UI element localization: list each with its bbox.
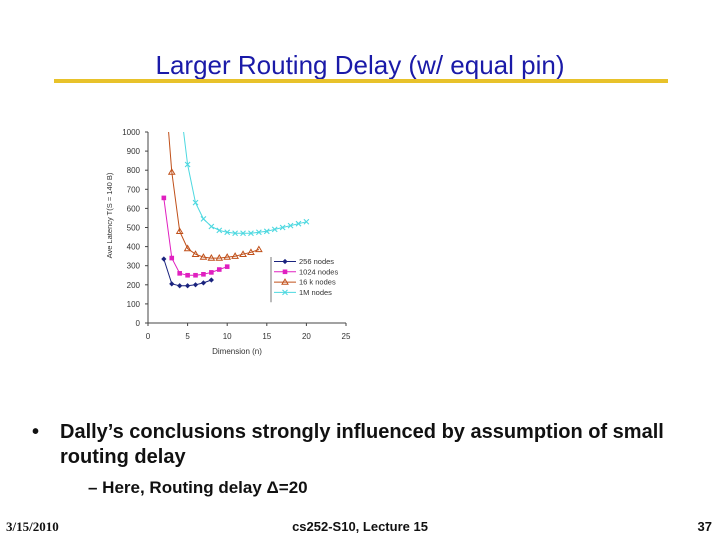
bullet-point: • Dally’s conclusions strongly influence… — [32, 420, 702, 470]
data-point — [239, 250, 247, 257]
delta-symbol: Δ — [266, 478, 279, 497]
latency-chart: 0 100 200 300 400 500 600 700 800 900 1000 0 5 10 15 20… — [105, 128, 351, 356]
y-tick-label: 500 — [127, 224, 141, 233]
data-point — [223, 253, 232, 260]
y-axis-label: Ave Latency T(S = 140 B) — [105, 172, 114, 258]
y-tick-label: 900 — [127, 147, 141, 156]
x-tick-label: 15 — [262, 332, 271, 341]
data-point — [201, 271, 206, 277]
data-point — [224, 264, 230, 269]
data-point — [231, 252, 239, 259]
y-tick-label: 600 — [127, 204, 141, 213]
data-point — [208, 223, 215, 230]
data-point — [281, 278, 289, 285]
data-point — [295, 220, 302, 227]
data-point — [287, 222, 294, 229]
bullet-text: Dally’s conclusions strongly influenced … — [60, 421, 664, 468]
data-point — [185, 272, 190, 278]
x-axis-label: Dimension (n) — [212, 347, 262, 356]
title-underline — [54, 79, 668, 83]
data-point — [185, 283, 191, 289]
data-point — [255, 245, 263, 253]
data-point — [169, 255, 175, 261]
data-point — [263, 228, 270, 235]
data-point — [161, 256, 167, 262]
data-point — [279, 224, 286, 231]
y-tick-label: 100 — [127, 300, 141, 309]
y-tick-label: 200 — [127, 281, 141, 290]
series-1024-nodes — [161, 195, 230, 278]
x-tick-label: 25 — [342, 332, 351, 341]
data-point — [271, 226, 278, 233]
series-256-nodes — [161, 256, 214, 289]
data-point — [192, 282, 199, 288]
data-point — [216, 267, 222, 272]
data-point — [199, 253, 208, 260]
legend-label: 256 nodes — [299, 257, 334, 266]
legend-label: 16 k nodes — [299, 278, 336, 287]
sub-bullet-prefix: – Here, Routing delay — [88, 478, 267, 497]
data-point — [193, 272, 198, 278]
data-point — [209, 270, 214, 275]
data-point — [167, 168, 176, 175]
data-point — [216, 227, 223, 234]
series-line — [163, 197, 228, 276]
series-16-k-nodes — [167, 132, 263, 261]
data-point — [232, 230, 239, 237]
x-tick-label: 5 — [185, 332, 190, 341]
data-point — [207, 254, 216, 261]
data-point — [255, 229, 262, 236]
data-point — [303, 218, 310, 225]
y-tick-label: 800 — [127, 166, 141, 175]
bullet-dot: • — [32, 421, 40, 443]
legend-label: 1M nodes — [299, 288, 332, 297]
data-point — [282, 269, 288, 275]
sub-bullet: – Here, Routing delay Δ=20 — [88, 478, 308, 498]
data-point — [282, 258, 288, 265]
data-point — [224, 229, 231, 236]
data-point — [169, 281, 175, 287]
data-point — [247, 248, 255, 256]
x-tick-label: 10 — [223, 332, 232, 341]
series-line — [168, 132, 260, 259]
data-point — [184, 161, 191, 168]
y-tick-label: 0 — [136, 319, 141, 328]
y-tick-label: 300 — [127, 262, 141, 271]
data-point — [240, 230, 246, 237]
data-point — [161, 195, 167, 201]
data-point — [215, 254, 224, 261]
data-point — [200, 280, 207, 286]
data-point — [177, 283, 183, 289]
footer-course: cs252-S10, Lecture 15 — [292, 519, 428, 534]
slide-title: Larger Routing Delay (w/ equal pin) — [155, 50, 565, 80]
y-tick-label: 400 — [127, 243, 141, 252]
x-tick-label: 20 — [302, 332, 311, 341]
y-tick-label: 1000 — [122, 128, 140, 137]
data-point — [200, 216, 207, 222]
data-point — [191, 250, 200, 257]
sub-bullet-suffix: =20 — [278, 478, 308, 497]
footer-date: 3/15/2010 — [6, 519, 59, 534]
page-number: 37 — [697, 519, 712, 534]
data-point — [177, 271, 182, 276]
data-point — [192, 199, 199, 206]
x-tick-label: 0 — [146, 332, 151, 341]
data-point — [175, 227, 184, 235]
data-point — [183, 244, 192, 252]
data-point — [248, 230, 254, 237]
data-point — [282, 289, 288, 296]
legend-label: 1024 nodes — [299, 267, 338, 276]
data-point — [208, 277, 214, 283]
series-1m-nodes — [183, 132, 310, 237]
y-tick-label: 700 — [127, 185, 141, 194]
